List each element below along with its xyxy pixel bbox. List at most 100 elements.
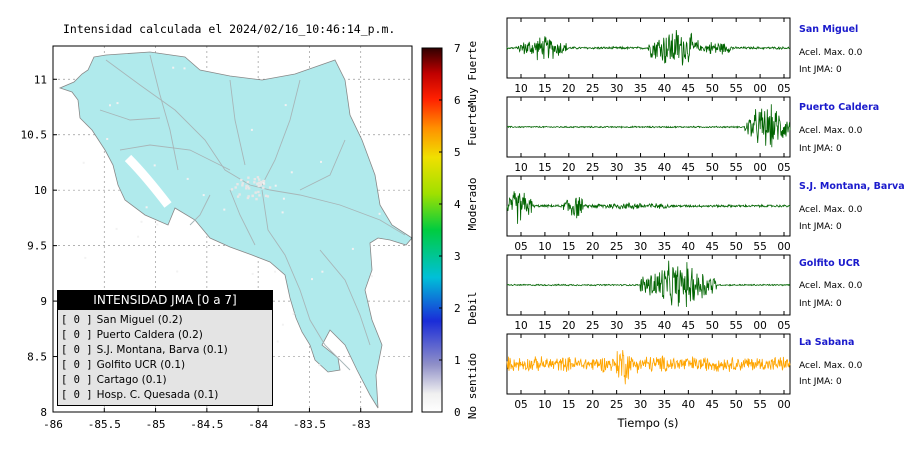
waveform-tick-label: 50: [706, 83, 719, 95]
station-accel: Acel. Max. 0.0: [799, 281, 863, 291]
map-ytick-label: 10: [34, 184, 47, 197]
colorbar-category-label: No sentido: [466, 353, 479, 419]
station-jma: Int JMA: 0: [799, 299, 842, 309]
urban-marker: [247, 187, 251, 190]
town-marker: [176, 270, 179, 273]
waveform-tick-label: 50: [706, 320, 719, 332]
town-marker: [156, 223, 159, 226]
station-accel: Acel. Max. 0.0: [799, 361, 863, 371]
legend-item: [ 0 ] Cartago (0.1): [61, 374, 167, 386]
colorbar-tick-label: 0: [454, 406, 461, 419]
map-xtick-label: -83: [351, 418, 371, 431]
waveform-tick-label: 25: [610, 241, 623, 253]
waveform-tick-label: 50: [729, 399, 742, 411]
colorbar-category-label: Fuerte: [466, 106, 479, 146]
map-ytick-label: 9: [40, 295, 47, 308]
station-jma: Int JMA: 0: [799, 144, 842, 154]
waveform-tick-label: 55: [753, 241, 766, 253]
urban-marker: [253, 181, 256, 184]
urban-marker: [258, 178, 261, 181]
legend-item: [ 0 ] Golfito UCR (0.1): [61, 359, 186, 371]
waveform-tick-label: 30: [610, 320, 623, 332]
urban-marker: [251, 194, 254, 198]
town-marker: [281, 211, 284, 214]
town-marker: [351, 247, 354, 250]
legend-item: [ 0 ] Puerto Caldera (0.2): [61, 329, 203, 341]
waveform-trace: [506, 104, 791, 148]
waveform-tick-label: 40: [682, 399, 695, 411]
town-marker: [321, 270, 324, 273]
waveform-panel: 10 15 20 25 30 35 40 45 50 55 00 05: [506, 254, 791, 332]
urban-marker: [259, 184, 262, 187]
waveform-tick-label: 30: [634, 241, 647, 253]
map-xtick-label: -85.5: [88, 418, 121, 431]
road-line: [319, 249, 371, 346]
town-marker: [311, 278, 313, 281]
map-xtick-label: -84.5: [190, 418, 223, 431]
waveform-tick-label: 30: [610, 162, 623, 174]
waveform-panel: 05 10 15 20 25 30 35 40 45 50 55 00: [506, 175, 791, 253]
urban-marker: [258, 194, 261, 197]
station-accel: Acel. Max. 0.0: [799, 205, 863, 215]
town-marker: [284, 104, 287, 107]
waveform-tick-label: 55: [729, 162, 742, 174]
waveform-tick-label: 15: [562, 241, 575, 253]
legend-item: [ 0 ] San Miguel (0.2): [61, 314, 183, 326]
waveform-tick-label: 00: [753, 83, 766, 95]
waveform-tick-label: 50: [706, 162, 719, 174]
town-marker: [292, 312, 295, 315]
waveform-tick-label: 30: [634, 399, 647, 411]
map-ytick-label: 10.5: [21, 129, 48, 142]
town-marker: [276, 340, 279, 343]
town-marker: [116, 102, 119, 105]
town-marker: [251, 272, 254, 275]
station-accel: Acel. Max. 0.0: [799, 48, 863, 58]
road-line: [99, 109, 161, 121]
waveform-panel: 05 10 15 20 25 30 35 40 45 50 55 00: [506, 333, 791, 411]
urban-marker: [256, 176, 260, 179]
intensity-legend: INTENSIDAD JMA [0 a 7] [ 0 ] San Miguel (…: [57, 290, 273, 406]
urban-marker: [245, 187, 248, 190]
town-marker: [262, 182, 265, 184]
colorbar-tick-label: 1: [454, 354, 461, 367]
waveform-tick-label: 05: [777, 162, 790, 174]
waveform-panels: 10 15 20 25 30 35 40 45 50 55 00 05 10 15 20 25 30 35 40 45…: [506, 17, 791, 430]
colorbar-tick-label: 7: [454, 42, 461, 55]
map-frame: [52, 45, 413, 413]
road-line: [189, 194, 211, 226]
colorbar-category-label: Moderado: [466, 178, 479, 231]
town-marker: [274, 184, 277, 187]
map-xtick-label: -85: [146, 418, 166, 431]
waveform-panel: 10 15 20 25 30 35 40 45 50 55 00 05: [506, 17, 791, 95]
waveform-tick-label: 35: [658, 241, 671, 253]
urban-marker: [246, 185, 250, 188]
waveform-trace: [506, 350, 791, 385]
colorbar-tick-label: 5: [454, 146, 461, 159]
urban-marker: [247, 176, 250, 179]
gulf-of-nicoya: [124, 154, 172, 208]
legend-item: [ 0 ] Hosp. C. Quesada (0.1): [61, 389, 219, 401]
town-marker: [137, 235, 140, 238]
waveform-tick-label: 10: [538, 241, 551, 253]
station-name: Golfito UCR: [799, 258, 860, 269]
station-jma: Int JMA: 0: [799, 377, 842, 387]
waveform-tick-label: 35: [658, 399, 671, 411]
urban-marker: [236, 195, 240, 198]
colorbar-category-label: Debil: [466, 291, 479, 324]
waveform-tick-label: 00: [753, 162, 766, 174]
town-marker: [82, 161, 85, 164]
road-line: [119, 144, 231, 171]
town-marker: [106, 138, 109, 140]
road-line: [229, 79, 246, 166]
waveform-tick-label: 15: [538, 83, 551, 95]
waveform-tick-label: 20: [562, 320, 575, 332]
waveform-tick-label: 10: [514, 320, 527, 332]
waveform-trace: [506, 29, 791, 66]
road-line: [299, 139, 346, 191]
waveform-tick-label: 25: [586, 83, 599, 95]
waveform-tick-label: 20: [562, 83, 575, 95]
waveform-tick-label: 15: [538, 162, 551, 174]
urban-marker: [264, 194, 268, 197]
waveform-tick-label: 15: [562, 399, 575, 411]
urban-marker: [255, 197, 258, 201]
